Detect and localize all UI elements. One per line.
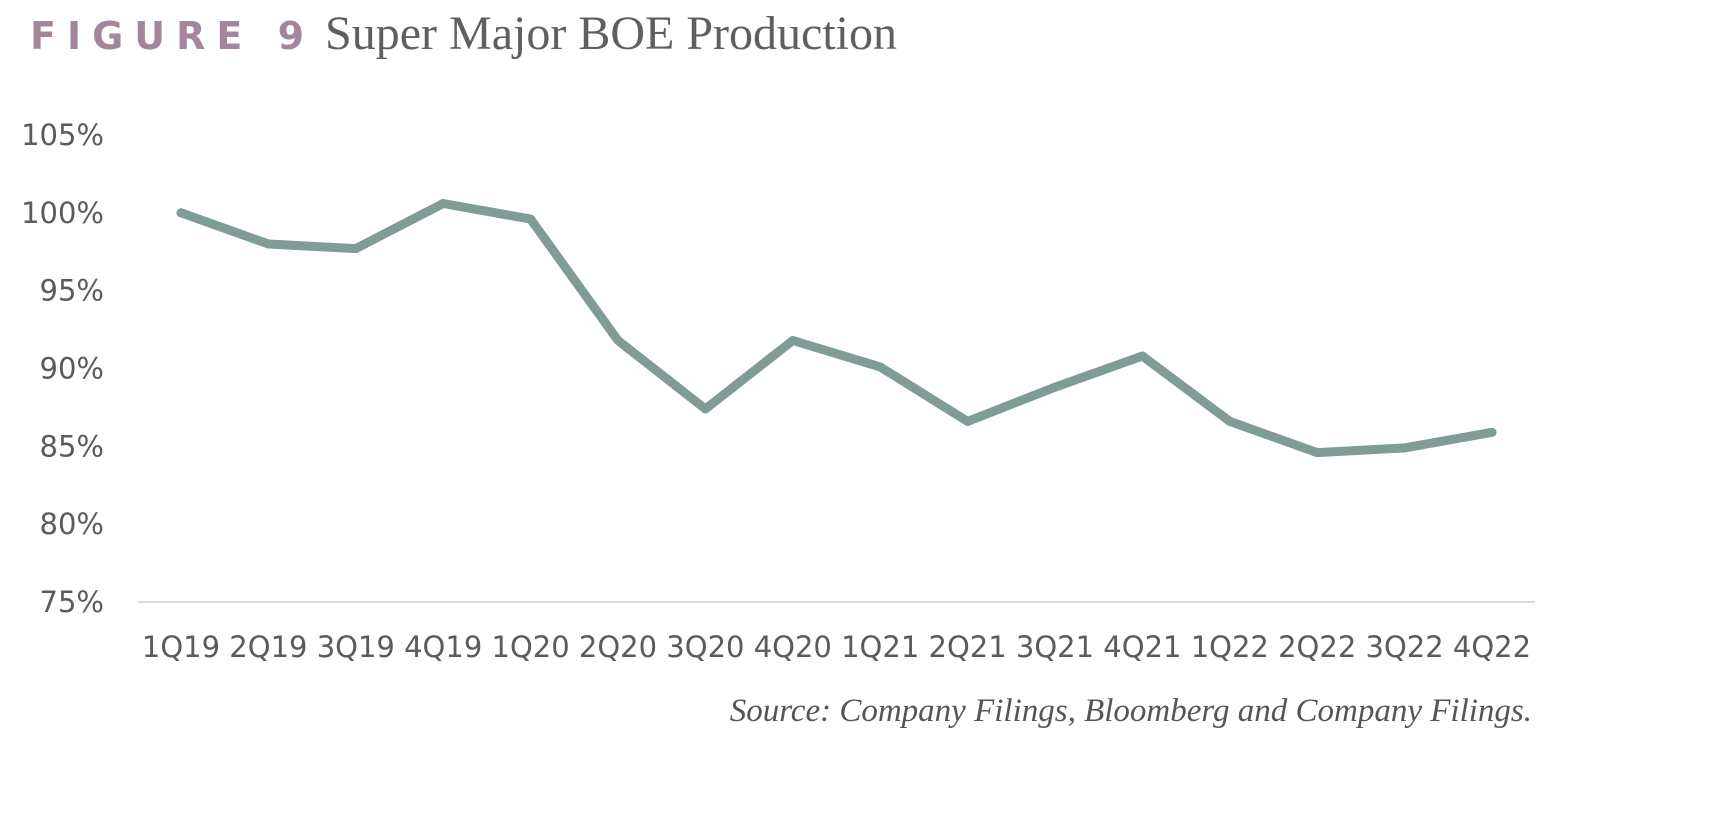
y-tick-label: 85% (40, 429, 104, 463)
data-point (351, 244, 361, 254)
x-tick-label: 1Q22 (1191, 630, 1269, 664)
y-tick-label: 80% (40, 507, 104, 541)
x-tick-label: 3Q20 (666, 630, 744, 664)
data-point (438, 198, 448, 208)
x-tick-label: 4Q22 (1453, 630, 1531, 664)
data-point (963, 416, 973, 426)
chart-title: Super Major BOE Production (325, 7, 897, 60)
y-tick-label: 100% (21, 196, 104, 230)
x-axis-tick-labels: 1Q19 2Q19 3Q19 4Q19 1Q20 2Q20 3Q20 4Q20 1Q21 2Q21… (142, 630, 1531, 664)
y-tick-label: 75% (40, 585, 104, 619)
y-axis-tick-labels: 105% 100% 95% 90% 85% 80% 75% (21, 118, 104, 619)
data-point (1225, 416, 1235, 426)
x-tick-label: 1Q20 (492, 630, 570, 664)
data-point (1312, 448, 1322, 458)
x-tick-label: 4Q20 (754, 630, 832, 664)
figure-label: FIGURE 9 (30, 14, 316, 58)
data-point (788, 335, 798, 345)
x-tick-label: 4Q21 (1103, 630, 1181, 664)
data-point (526, 214, 536, 224)
data-point (613, 335, 623, 345)
figure-header: FIGURE 9 Super Major BOE Production (30, 6, 897, 61)
x-tick-label: 3Q22 (1366, 630, 1444, 664)
data-point (875, 362, 885, 372)
x-tick-label: 1Q21 (841, 630, 919, 664)
source-note: Source: Company Filings, Bloomberg and C… (729, 693, 1532, 729)
x-tick-label: 2Q19 (229, 630, 307, 664)
data-point (1487, 427, 1497, 437)
data-point (1400, 443, 1410, 453)
x-tick-label: 3Q19 (317, 630, 395, 664)
y-tick-label: 95% (40, 274, 104, 308)
series-line (176, 199, 1497, 458)
x-tick-label: 2Q21 (929, 630, 1007, 664)
x-tick-label: 4Q19 (404, 630, 482, 664)
data-point (263, 239, 273, 249)
x-tick-label: 1Q19 (142, 630, 220, 664)
x-tick-label: 3Q21 (1016, 630, 1094, 664)
data-points (176, 198, 1497, 458)
data-point (1050, 382, 1060, 392)
y-tick-label: 90% (40, 352, 104, 386)
x-tick-label: 2Q22 (1278, 630, 1356, 664)
data-point (700, 404, 710, 414)
x-tick-label: 2Q20 (579, 630, 657, 664)
y-tick-label: 105% (21, 118, 104, 152)
data-point (1137, 351, 1147, 361)
data-point (176, 208, 186, 218)
